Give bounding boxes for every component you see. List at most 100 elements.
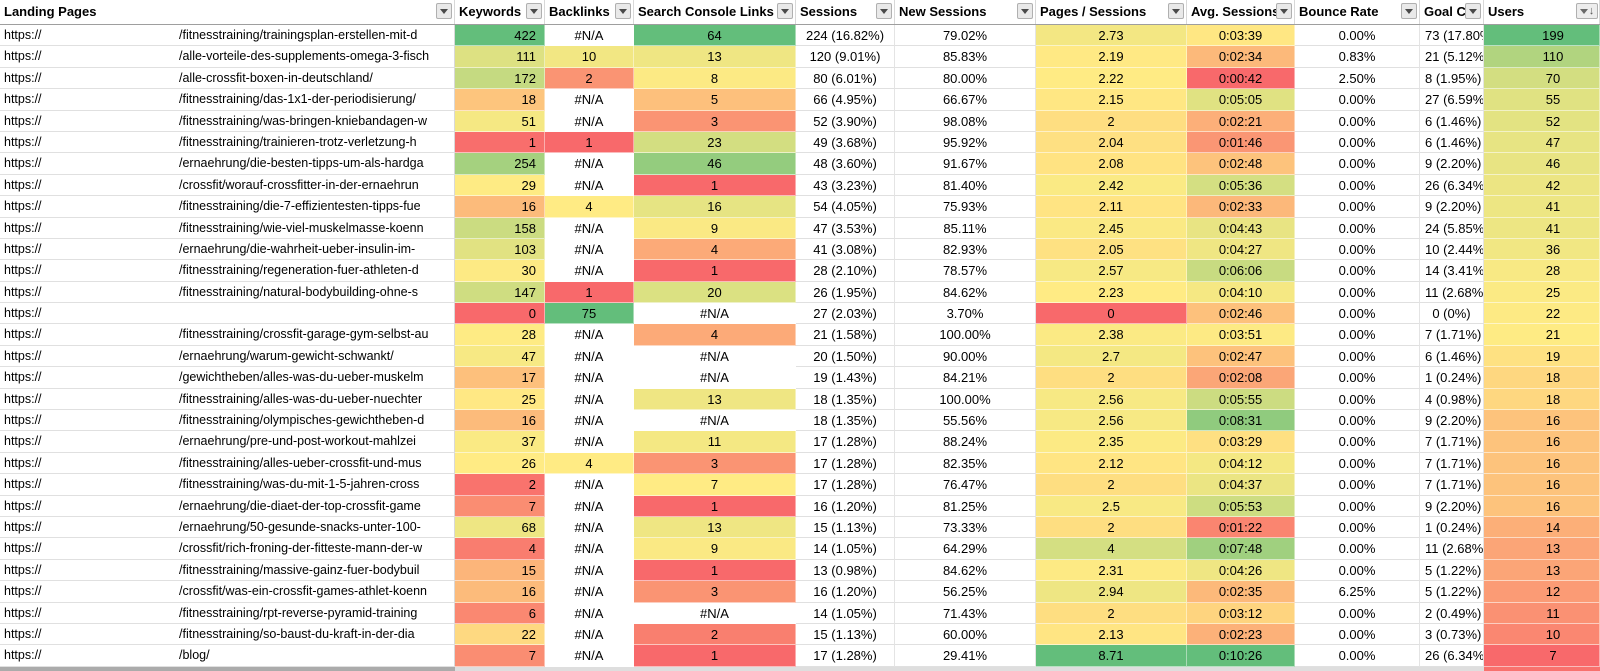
cell-new_sessions[interactable]: 82.93% bbox=[895, 238, 1036, 261]
cell-new_sessions[interactable]: 100.00% bbox=[895, 324, 1036, 346]
cell-backlinks[interactable]: 1 bbox=[545, 131, 634, 154]
cell-bounce_rate[interactable]: 0.00% bbox=[1295, 196, 1420, 218]
cell-avg_session[interactable]: 0:02:46 bbox=[1187, 303, 1295, 325]
cell-landing[interactable]: https:// /fitnesstraining/die-7-effizient… bbox=[0, 196, 455, 218]
cell-scl[interactable]: 1 bbox=[634, 495, 796, 517]
cell-new_sessions[interactable]: 60.00% bbox=[895, 623, 1036, 646]
cell-scl[interactable]: 4 bbox=[634, 324, 796, 346]
cell-pages_per_session[interactable]: 2.08 bbox=[1036, 153, 1187, 175]
cell-goal_completions[interactable]: 5 (1.22%) bbox=[1420, 581, 1484, 603]
cell-sessions[interactable]: 27 (2.03%) bbox=[796, 303, 895, 325]
cell-bounce_rate[interactable]: 0.00% bbox=[1295, 260, 1420, 282]
cell-goal_completions[interactable]: 6 (1.46%) bbox=[1420, 131, 1484, 154]
cell-keywords[interactable]: 422 bbox=[455, 25, 545, 47]
cell-sessions[interactable]: 41 (3.08%) bbox=[796, 238, 895, 261]
cell-landing[interactable]: https:// /ernaehrung/die-besten-tipps-um-… bbox=[0, 153, 455, 175]
cell-avg_session[interactable]: 0:06:06 bbox=[1187, 260, 1295, 282]
cell-avg_session[interactable]: 0:02:34 bbox=[1187, 46, 1295, 68]
cell-new_sessions[interactable]: 85.11% bbox=[895, 217, 1036, 239]
cell-goal_completions[interactable]: 7 (1.71%) bbox=[1420, 431, 1484, 453]
cell-keywords[interactable]: 254 bbox=[455, 153, 545, 175]
cell-avg_session[interactable]: 0:07:48 bbox=[1187, 538, 1295, 560]
cell-new_sessions[interactable]: 56.25% bbox=[895, 581, 1036, 603]
cell-pages_per_session[interactable]: 2.13 bbox=[1036, 623, 1187, 646]
cell-landing[interactable]: https:// /crossfit/was-ein-crossfit-games… bbox=[0, 581, 455, 603]
cell-backlinks[interactable]: #N/A bbox=[545, 623, 634, 646]
cell-users[interactable]: 16 bbox=[1484, 495, 1600, 517]
cell-avg_session[interactable]: 0:04:27 bbox=[1187, 238, 1295, 261]
cell-landing[interactable]: https:// /ernaehrung/die-diaet-der-top-cr… bbox=[0, 495, 455, 517]
cell-goal_completions[interactable]: 4 (0.98%) bbox=[1420, 388, 1484, 411]
cell-new_sessions[interactable]: 84.62% bbox=[895, 281, 1036, 304]
cell-pages_per_session[interactable]: 2.5 bbox=[1036, 495, 1187, 517]
cell-pages_per_session[interactable]: 2 bbox=[1036, 516, 1187, 539]
cell-landing[interactable]: https:// /fitnesstraining/crossfit-garage… bbox=[0, 324, 455, 346]
cell-backlinks[interactable]: #N/A bbox=[545, 324, 634, 346]
cell-keywords[interactable]: 51 bbox=[455, 110, 545, 132]
cell-avg_session[interactable]: 0:04:37 bbox=[1187, 474, 1295, 496]
cell-keywords[interactable]: 47 bbox=[455, 345, 545, 368]
cell-bounce_rate[interactable]: 0.00% bbox=[1295, 538, 1420, 560]
cell-sessions[interactable]: 14 (1.05%) bbox=[796, 602, 895, 624]
cell-sessions[interactable]: 21 (1.58%) bbox=[796, 324, 895, 346]
cell-pages_per_session[interactable]: 2 bbox=[1036, 110, 1187, 132]
cell-new_sessions[interactable]: 90.00% bbox=[895, 345, 1036, 368]
cell-pages_per_session[interactable]: 2.19 bbox=[1036, 46, 1187, 68]
cell-backlinks[interactable]: #N/A bbox=[545, 559, 634, 582]
cell-landing[interactable]: https:// /fitnesstraining/so-baust-du-kra… bbox=[0, 623, 455, 646]
cell-scl[interactable]: 3 bbox=[634, 110, 796, 132]
cell-avg_session[interactable]: 0:05:53 bbox=[1187, 495, 1295, 517]
cell-landing[interactable]: https:// /fitnesstraining/was-bringen-kni… bbox=[0, 110, 455, 132]
cell-new_sessions[interactable]: 78.57% bbox=[895, 260, 1036, 282]
cell-keywords[interactable]: 1 bbox=[455, 131, 545, 154]
cell-scl[interactable]: #N/A bbox=[634, 602, 796, 624]
cell-new_sessions[interactable]: 95.92% bbox=[895, 131, 1036, 154]
cell-avg_session[interactable]: 0:04:12 bbox=[1187, 452, 1295, 475]
cell-keywords[interactable]: 68 bbox=[455, 516, 545, 539]
cell-scl[interactable]: #N/A bbox=[634, 303, 796, 325]
cell-landing[interactable]: https:// /blog/ bbox=[0, 645, 455, 667]
cell-new_sessions[interactable]: 80.00% bbox=[895, 67, 1036, 90]
cell-new_sessions[interactable]: 98.08% bbox=[895, 110, 1036, 132]
cell-landing[interactable]: https:// /ernaehrung/warum-gewicht-schwan… bbox=[0, 345, 455, 368]
cell-bounce_rate[interactable]: 0.00% bbox=[1295, 431, 1420, 453]
cell-keywords[interactable]: 158 bbox=[455, 217, 545, 239]
cell-new_sessions[interactable]: 76.47% bbox=[895, 474, 1036, 496]
cell-landing[interactable]: https:// /gewichtheben/alles-was-du-ueber… bbox=[0, 367, 455, 389]
cell-keywords[interactable]: 37 bbox=[455, 431, 545, 453]
cell-backlinks[interactable]: 4 bbox=[545, 196, 634, 218]
cell-avg_session[interactable]: 0:10:26 bbox=[1187, 645, 1295, 667]
cell-keywords[interactable]: 30 bbox=[455, 260, 545, 282]
cell-bounce_rate[interactable]: 0.00% bbox=[1295, 516, 1420, 539]
cell-backlinks[interactable]: #N/A bbox=[545, 174, 634, 197]
cell-pages_per_session[interactable]: 2.11 bbox=[1036, 196, 1187, 218]
cell-avg_session[interactable]: 0:02:35 bbox=[1187, 581, 1295, 603]
cell-backlinks[interactable]: #N/A bbox=[545, 495, 634, 517]
cell-users[interactable]: 12 bbox=[1484, 581, 1600, 603]
cell-sessions[interactable]: 49 (3.68%) bbox=[796, 131, 895, 154]
cell-sessions[interactable]: 17 (1.28%) bbox=[796, 474, 895, 496]
cell-scl[interactable]: 13 bbox=[634, 46, 796, 68]
cell-new_sessions[interactable]: 85.83% bbox=[895, 46, 1036, 68]
cell-goal_completions[interactable]: 7 (1.71%) bbox=[1420, 474, 1484, 496]
cell-sessions[interactable]: 13 (0.98%) bbox=[796, 559, 895, 582]
filter-button-backlinks[interactable] bbox=[615, 3, 631, 19]
cell-landing[interactable]: https:// /fitnesstraining/regeneration-fu… bbox=[0, 260, 455, 282]
cell-keywords[interactable]: 103 bbox=[455, 238, 545, 261]
cell-pages_per_session[interactable]: 2.12 bbox=[1036, 452, 1187, 475]
cell-goal_completions[interactable]: 9 (2.20%) bbox=[1420, 410, 1484, 432]
cell-backlinks[interactable]: 4 bbox=[545, 452, 634, 475]
cell-new_sessions[interactable]: 88.24% bbox=[895, 431, 1036, 453]
cell-new_sessions[interactable]: 84.21% bbox=[895, 367, 1036, 389]
cell-scl[interactable]: 20 bbox=[634, 281, 796, 304]
cell-sessions[interactable]: 66 (4.95%) bbox=[796, 89, 895, 111]
cell-landing[interactable]: https:// /fitnesstraining/rpt-reverse-pyr… bbox=[0, 602, 455, 624]
cell-users[interactable]: 10 bbox=[1484, 623, 1600, 646]
cell-landing[interactable]: https:// /fitnesstraining/trainieren-trot… bbox=[0, 131, 455, 154]
cell-bounce_rate[interactable]: 0.00% bbox=[1295, 388, 1420, 411]
cell-goal_completions[interactable]: 11 (2.68%) bbox=[1420, 538, 1484, 560]
cell-bounce_rate[interactable]: 0.00% bbox=[1295, 367, 1420, 389]
cell-scl[interactable]: 46 bbox=[634, 153, 796, 175]
cell-landing[interactable]: https:// /fitnesstraining/trainingsplan-e… bbox=[0, 25, 455, 47]
cell-sessions[interactable]: 15 (1.13%) bbox=[796, 623, 895, 646]
